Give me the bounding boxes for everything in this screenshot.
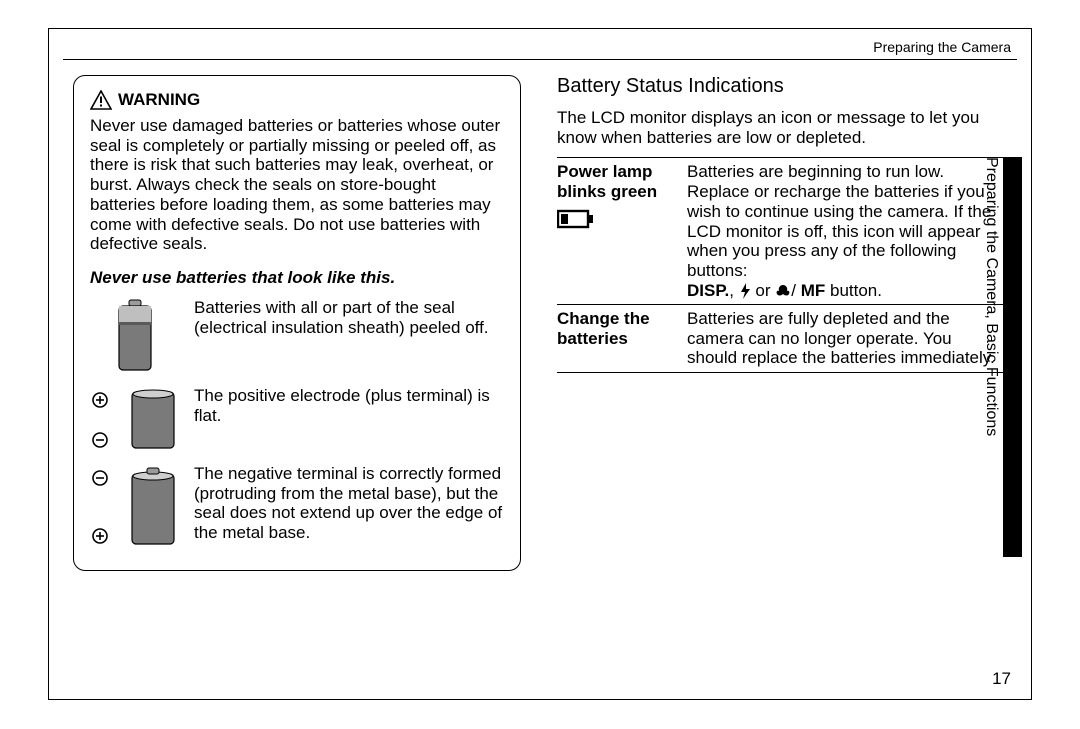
mf-button-label: MF xyxy=(801,281,826,300)
warning-icon xyxy=(90,90,112,110)
status-condition: Power lamp blinks green xyxy=(557,162,657,201)
bad-battery-row: Batteries with all or part of the seal (… xyxy=(90,298,504,374)
status-description: Batteries are fully depleted and the cam… xyxy=(687,309,995,367)
status-section-title: Battery Status Indications xyxy=(557,75,1007,98)
right-column: Battery Status Indications The LCD monit… xyxy=(557,75,1007,373)
page-number: 17 xyxy=(992,669,1011,689)
buttons-or: or xyxy=(755,281,775,300)
disp-button-label: DISP. xyxy=(687,281,729,300)
table-row: Change the batteries Batteries are fully… xyxy=(557,304,1007,372)
bad-battery-list: Batteries with all or part of the seal (… xyxy=(90,298,504,552)
buttons-tail: button. xyxy=(830,281,882,300)
status-section-intro: The LCD monitor displays an icon or mess… xyxy=(557,108,1007,147)
status-condition: Change the batteries xyxy=(557,309,650,348)
bad-battery-desc: The positive electrode (plus terminal) i… xyxy=(194,386,504,452)
battery-low-icon xyxy=(557,208,595,230)
bad-battery-row: The positive electrode (plus terminal) i… xyxy=(90,386,504,452)
warning-heading: WARNING xyxy=(90,90,504,110)
status-description: Batteries are beginning to run low. Repl… xyxy=(687,162,991,280)
thumb-tab xyxy=(1003,157,1022,557)
battery-status-table: Power lamp blinks green Batteries are be… xyxy=(557,157,1007,373)
battery-illustration-peeled xyxy=(90,298,180,374)
table-row: Power lamp blinks green Batteries are be… xyxy=(557,158,1007,305)
battery-illustration-flat-positive xyxy=(90,386,180,452)
thumb-tab-label: Preparing the Camera, Basic Functions xyxy=(981,157,1001,557)
bad-battery-row: The negative terminal is correctly forme… xyxy=(90,464,504,552)
warning-never-line: Never use batteries that look like this. xyxy=(90,268,504,288)
battery-illustration-seal-short xyxy=(90,464,180,552)
macro-icon xyxy=(775,284,791,298)
warning-box: WARNING Never use damaged batteries or b… xyxy=(73,75,521,571)
bad-battery-desc: The negative terminal is correctly forme… xyxy=(194,464,504,552)
bad-battery-desc: Batteries with all or part of the seal (… xyxy=(194,298,504,374)
header-rule xyxy=(63,59,1017,60)
chapter-label: Preparing the Camera xyxy=(873,39,1011,55)
manual-page: Preparing the Camera WARNING Never use d… xyxy=(48,28,1032,700)
flash-icon xyxy=(739,283,751,299)
left-column: WARNING Never use damaged batteries or b… xyxy=(73,75,533,571)
warning-heading-text: WARNING xyxy=(118,90,200,110)
warning-body: Never use damaged batteries or batteries… xyxy=(90,116,504,254)
